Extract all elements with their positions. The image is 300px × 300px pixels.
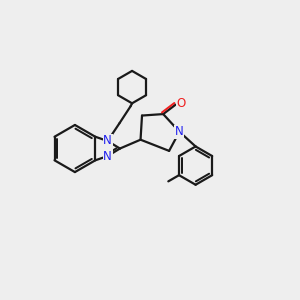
Text: N: N — [175, 125, 184, 138]
Text: O: O — [176, 97, 185, 110]
Text: N: N — [103, 134, 112, 148]
Text: N: N — [103, 150, 112, 163]
